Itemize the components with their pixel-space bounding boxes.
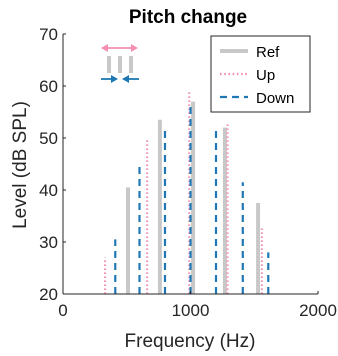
x-axis-label: Frequency (Hz) bbox=[125, 331, 256, 352]
axes-layer bbox=[62, 33, 319, 295]
y-tick-label-3: 50 bbox=[39, 129, 58, 148]
down-arrow-right-head bbox=[122, 75, 129, 83]
tick-labels-layer: 20 30 40 50 60 70 0 1000 2000 bbox=[39, 25, 337, 320]
legend-label-up: Up bbox=[256, 67, 275, 84]
y-tick-label-4: 60 bbox=[39, 77, 58, 96]
x-tick-label-1: 1000 bbox=[172, 301, 210, 320]
y-tick-label-5: 70 bbox=[39, 25, 58, 44]
legend-label-ref: Ref bbox=[256, 44, 280, 61]
x-tick-label-0: 0 bbox=[58, 301, 67, 320]
down-arrow-left-head bbox=[111, 75, 118, 83]
pitch-inset-icon bbox=[101, 44, 139, 83]
legend: Ref Up Down bbox=[210, 35, 311, 113]
bars-layer bbox=[104, 91, 270, 294]
legend-label-down: Down bbox=[256, 90, 294, 107]
y-tick-label-2: 40 bbox=[39, 181, 58, 200]
legend-box bbox=[210, 35, 311, 113]
up-arrow-head-left bbox=[101, 44, 108, 52]
up-arrow-head-right bbox=[131, 44, 138, 52]
y-tick-label-0: 20 bbox=[39, 285, 58, 304]
x-tick-label-2: 2000 bbox=[299, 301, 337, 320]
y-tick-label-1: 30 bbox=[39, 233, 58, 252]
chart-title: Pitch change bbox=[129, 7, 247, 28]
y-axis-label: Level (dB SPL) bbox=[10, 101, 31, 229]
